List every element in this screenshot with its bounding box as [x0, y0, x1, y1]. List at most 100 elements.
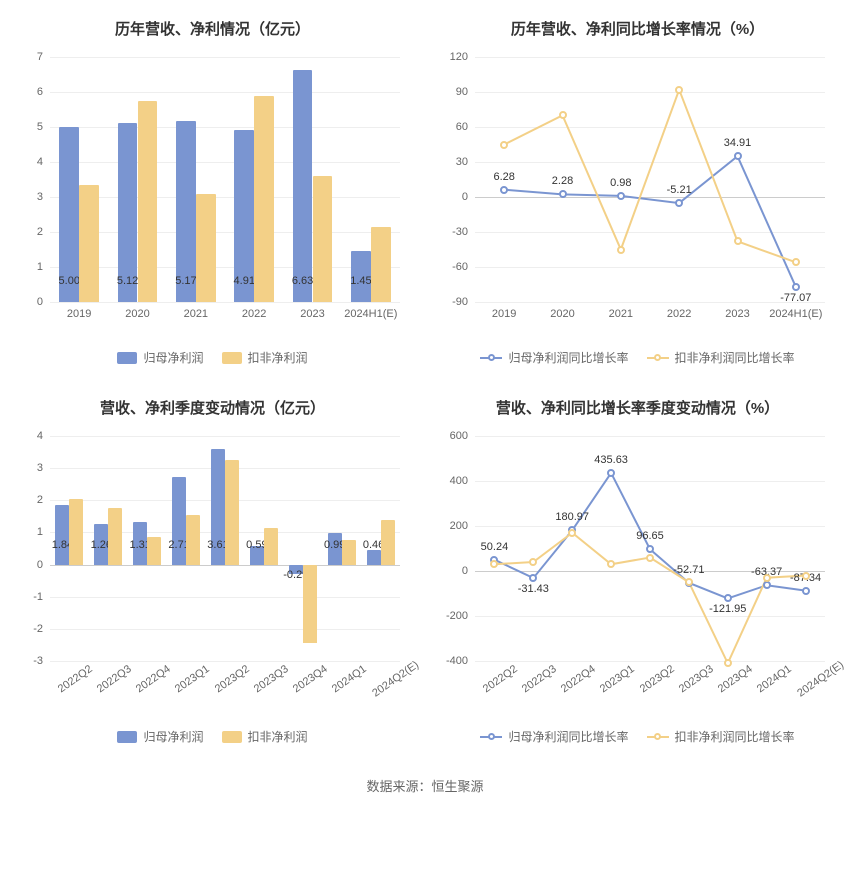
chart-1-area: 01234567 5.005.125.174.916.631.45 201920… [15, 57, 410, 337]
x-tick-label: 2022 [225, 302, 283, 337]
series-marker [734, 152, 742, 160]
point-value-label: 435.63 [594, 454, 628, 466]
legend-label: 归母净利润 [143, 728, 203, 745]
chart-1-xaxis: 201920202021202220232024H1(E) [50, 302, 400, 337]
gridline [50, 127, 400, 128]
y-tick-label: 1 [37, 261, 43, 273]
bar [371, 227, 391, 302]
point-value-label: -121.95 [709, 603, 746, 615]
y-tick-label: 400 [450, 475, 468, 487]
legend-label: 扣非净利润 [248, 349, 308, 366]
bar [55, 505, 69, 564]
y-tick-label: 600 [450, 430, 468, 442]
point-value-label: 0.98 [610, 177, 631, 189]
chart-4-title: 营收、净利同比增长率季度变动情况（%） [430, 397, 845, 418]
bar [79, 185, 99, 302]
bar-value-label: 5.17 [175, 275, 196, 287]
legend-swatch [480, 732, 502, 742]
chart-4-panel: 营收、净利同比增长率季度变动情况（%） -400-2000200400600 5… [425, 379, 850, 758]
y-tick-label: -3 [33, 655, 43, 667]
y-tick-label: -400 [446, 655, 468, 667]
chart-3-panel: 营收、净利季度变动情况（亿元） -3-2-101234 1.841.261.31… [0, 379, 425, 758]
x-tick-label: 2023 [708, 302, 766, 337]
bar [264, 528, 278, 565]
data-source-text: 数据来源：恒生聚源 [0, 758, 850, 805]
line-svg [475, 57, 825, 302]
chart-1-yaxis: 01234567 [15, 57, 47, 302]
chart-2-panel: 历年营收、净利同比增长率情况（%） -90-60-300306090120 6.… [425, 0, 850, 379]
chart-4-area: -400-2000200400600 50.24-31.43180.97435.… [440, 436, 835, 716]
series-marker [568, 529, 576, 537]
chart-3-legend: 归母净利润 扣非净利润 [5, 728, 420, 753]
y-tick-label: 4 [37, 430, 43, 442]
y-tick-label: 5 [37, 121, 43, 133]
point-value-label: -31.43 [518, 583, 549, 595]
legend-label: 扣非净利润 [248, 728, 308, 745]
bar [293, 70, 313, 302]
bar [186, 515, 200, 565]
y-tick-label: 120 [450, 51, 468, 63]
x-tick-label: 2020 [108, 302, 166, 337]
bar-value-label: 6.63 [292, 275, 313, 287]
gridline [50, 92, 400, 93]
legend-swatch [222, 731, 242, 743]
charts-grid: 历年营收、净利情况（亿元） 01234567 5.005.125.174.916… [0, 0, 850, 758]
series-line [504, 156, 796, 287]
legend-item: 扣非净利润 [222, 728, 308, 745]
chart-2-plot: 6.282.280.98-5.2134.91-77.07 [475, 57, 825, 302]
series-marker [734, 237, 742, 245]
series-marker [500, 141, 508, 149]
y-tick-label: -30 [452, 226, 468, 238]
gridline [50, 597, 400, 598]
legend-item: 扣非净利润同比增长率 [647, 728, 795, 745]
chart-2-title: 历年营收、净利同比增长率情况（%） [430, 18, 845, 39]
series-marker [763, 581, 771, 589]
gridline [50, 232, 400, 233]
legend-label: 归母净利润同比增长率 [508, 728, 628, 745]
y-tick-label: -1 [33, 591, 43, 603]
point-value-label: -52.71 [673, 564, 704, 576]
bar [225, 460, 239, 564]
bar [108, 508, 122, 564]
series-marker [646, 554, 654, 562]
x-tick-label: 2023 [283, 302, 341, 337]
series-marker [617, 192, 625, 200]
x-tick-label: 2019 [50, 302, 108, 337]
y-tick-label: 0 [462, 191, 468, 203]
series-marker [559, 111, 567, 119]
y-tick-label: -60 [452, 261, 468, 273]
gridline [50, 436, 400, 437]
legend-item: 归母净利润同比增长率 [480, 728, 628, 745]
bar-value-label: 1.45 [350, 275, 371, 287]
point-value-label: 180.97 [555, 511, 589, 523]
x-tick-label: 2024H1(E) [767, 302, 825, 337]
bar [69, 499, 83, 565]
y-tick-label: 4 [37, 156, 43, 168]
legend-swatch [117, 731, 137, 743]
y-tick-label: 90 [456, 86, 468, 98]
point-value-label: 2.28 [552, 175, 573, 187]
y-tick-label: 7 [37, 51, 43, 63]
legend-swatch [117, 352, 137, 364]
gridline [50, 267, 400, 268]
chart-3-title: 营收、净利季度变动情况（亿元） [5, 397, 420, 418]
legend-swatch [480, 353, 502, 363]
legend-label: 扣非净利润同比增长率 [675, 349, 795, 366]
y-tick-label: 1 [37, 526, 43, 538]
x-tick-label: 2021 [167, 302, 225, 337]
legend-item: 扣非净利润同比增长率 [647, 349, 795, 366]
series-marker [802, 572, 810, 580]
gridline [50, 565, 400, 566]
x-tick-label: 2019 [475, 302, 533, 337]
bar [147, 537, 161, 564]
legend-label: 归母净利润同比增长率 [508, 349, 628, 366]
chart-4-legend: 归母净利润同比增长率 扣非净利润同比增长率 [430, 728, 845, 753]
legend-swatch [222, 352, 242, 364]
y-tick-label: -2 [33, 623, 43, 635]
bar [313, 176, 333, 302]
chart-3-yaxis: -3-2-101234 [15, 436, 47, 661]
legend-label: 归母净利润 [143, 349, 203, 366]
x-tick-label: 2022 [650, 302, 708, 337]
y-tick-label: 6 [37, 86, 43, 98]
chart-1-title: 历年营收、净利情况（亿元） [5, 18, 420, 39]
